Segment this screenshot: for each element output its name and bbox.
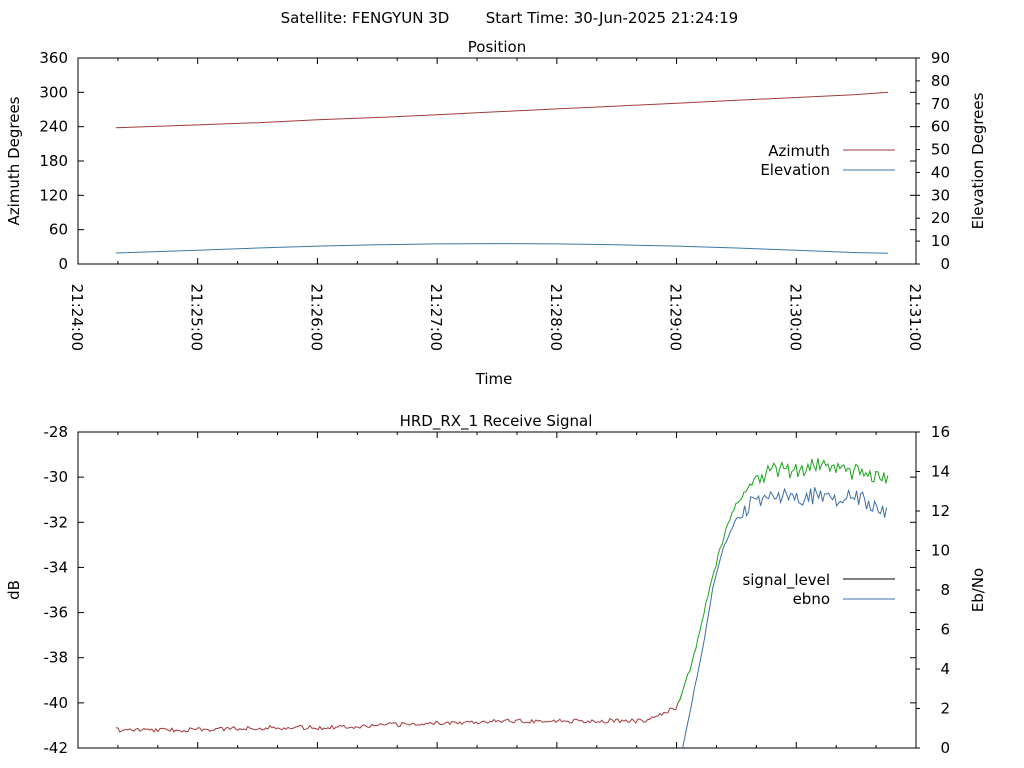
position-ticks: 360300240180120600908070605040302010021:… bbox=[39, 49, 950, 351]
position-y2-axis-label: Elevation Degrees bbox=[969, 92, 987, 229]
y-tick-label: -34 bbox=[44, 558, 69, 576]
receive-signal-y-axis-label: dB bbox=[5, 580, 23, 600]
y-tick-label: 60 bbox=[49, 221, 68, 239]
ebno-line bbox=[682, 487, 888, 749]
y-tick-label: 120 bbox=[39, 186, 68, 204]
y-tick-label: -42 bbox=[44, 739, 69, 757]
y-tick-label: -28 bbox=[44, 423, 69, 441]
y-tick-label: -30 bbox=[44, 468, 69, 486]
receive-signal-chart-title: HRD_RX_1 Receive Signal bbox=[400, 412, 593, 431]
y2-tick-label: 2 bbox=[940, 700, 950, 718]
receive-signal-chart: HRD_RX_1 Receive Signal dB Eb/No -28-30-… bbox=[5, 412, 987, 757]
y2-tick-label: 40 bbox=[931, 163, 950, 181]
signal-level-line-high bbox=[677, 458, 889, 704]
x-tick-label: 21:29:00 bbox=[667, 284, 685, 351]
position-x-axis-label: Time bbox=[475, 370, 513, 388]
start-time-title: Start Time: 30-Jun-2025 21:24:19 bbox=[486, 9, 738, 27]
receive-signal-ticks: -28 -30 -32 -34 -36 -38 -40 -42 16 14 12 10 8 6 4 2 0 bbox=[44, 423, 951, 757]
y-tick-label: 300 bbox=[39, 83, 68, 101]
y2-tick-label: 50 bbox=[931, 141, 950, 159]
x-tick-label: 21:30:00 bbox=[786, 284, 804, 351]
y2-tick-label: 10 bbox=[931, 232, 950, 250]
y2-tick-label: 8 bbox=[940, 581, 950, 599]
y2-tick-label: 6 bbox=[940, 621, 950, 639]
y2-tick-label: 0 bbox=[940, 255, 950, 273]
legend-label-ebno: ebno bbox=[793, 590, 830, 608]
signal-level-line-low bbox=[115, 693, 683, 733]
y2-tick-label: 80 bbox=[931, 72, 950, 90]
receive-signal-series bbox=[115, 458, 889, 749]
y-tick-label: -32 bbox=[44, 513, 69, 531]
y2-tick-label: 90 bbox=[931, 49, 950, 67]
y2-tick-label: 16 bbox=[931, 423, 950, 441]
position-chart-title: Position bbox=[468, 38, 526, 56]
receive-signal-y2-axis-label: Eb/No bbox=[969, 568, 987, 612]
y2-tick-label: 30 bbox=[931, 186, 950, 204]
y2-tick-label: 60 bbox=[931, 118, 950, 136]
y-tick-label: 180 bbox=[39, 152, 68, 170]
y-tick-label: 360 bbox=[39, 49, 68, 67]
y-tick-label: -36 bbox=[44, 604, 69, 622]
y2-tick-label: 10 bbox=[931, 542, 950, 560]
legend-label-signal-level: signal_level bbox=[742, 571, 830, 590]
y2-tick-label: 70 bbox=[931, 95, 950, 113]
position-chart: Position Azimuth Degrees Elevation Degre… bbox=[5, 38, 987, 388]
x-tick-label: 21:27:00 bbox=[427, 284, 445, 351]
y2-tick-label: 0 bbox=[940, 739, 950, 757]
y-tick-label: 240 bbox=[39, 118, 68, 136]
azimuth-line bbox=[115, 91, 889, 129]
position-series bbox=[115, 91, 889, 254]
legend-label-elevation: Elevation bbox=[760, 161, 830, 179]
y-tick-label: -38 bbox=[44, 649, 69, 667]
position-y-axis-label: Azimuth Degrees bbox=[5, 96, 23, 225]
y2-tick-label: 4 bbox=[940, 660, 950, 678]
x-tick-label: 21:26:00 bbox=[307, 284, 325, 351]
y-tick-label: 0 bbox=[58, 255, 68, 273]
x-tick-label: 21:31:00 bbox=[906, 284, 924, 351]
y2-tick-label: 12 bbox=[931, 502, 950, 520]
y-tick-label: -40 bbox=[44, 694, 69, 712]
x-tick-label: 21:24:00 bbox=[68, 284, 86, 351]
y2-tick-label: 14 bbox=[931, 463, 950, 481]
satellite-title: Satellite: FENGYUN 3D bbox=[281, 9, 450, 27]
x-tick-label: 21:25:00 bbox=[188, 284, 206, 351]
y2-tick-label: 20 bbox=[931, 209, 950, 227]
receive-signal-plot-frame bbox=[77, 431, 917, 749]
x-tick-label: 21:28:00 bbox=[547, 284, 565, 351]
elevation-line bbox=[115, 243, 889, 254]
legend-label-azimuth: Azimuth bbox=[768, 142, 830, 160]
